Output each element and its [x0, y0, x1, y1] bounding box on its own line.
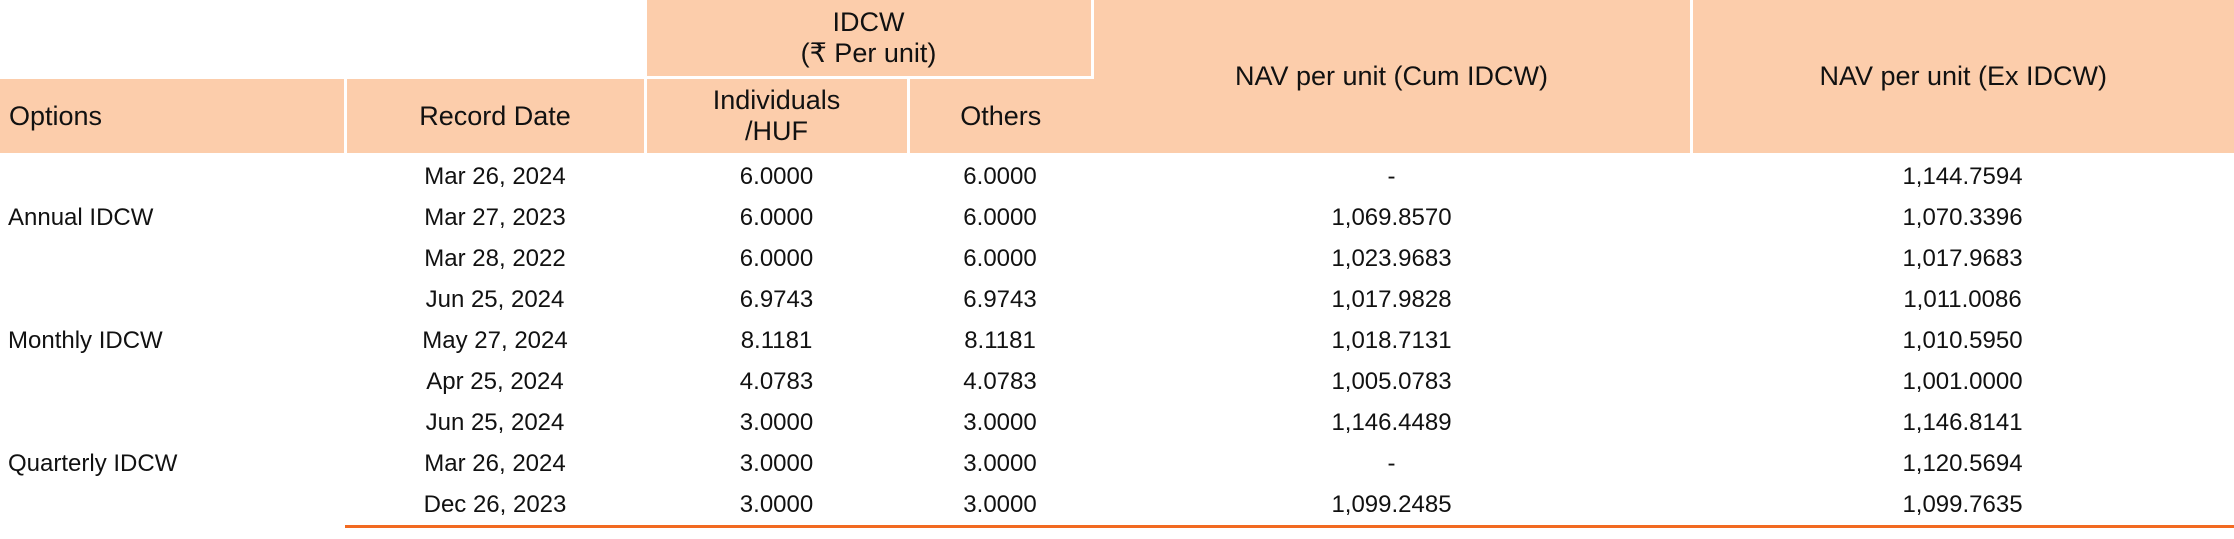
record-date-cell: May 27, 2024	[422, 326, 568, 354]
individuals-header: Individuals /HUF	[645, 77, 910, 156]
others-cell: 8.1181	[964, 326, 1036, 354]
table-row: May 27, 2024 8.1181 8.1181 1,018.7131 1,…	[0, 320, 2234, 361]
individuals-cell: 3.0000	[739, 449, 814, 477]
options-header: Options	[0, 77, 347, 156]
others-cell: 6.0000	[963, 162, 1037, 190]
nav-ex-cell: 1,099.7635	[1691, 484, 2234, 528]
nav-ex-cell: 1,017.9683	[1902, 244, 2023, 272]
option-label: Monthly IDCW	[8, 326, 163, 354]
nav-cum-cell: 1,005.0783	[1331, 367, 1452, 395]
record-date-header: Record Date	[345, 77, 647, 156]
record-date-cell: Mar 26, 2024	[424, 162, 566, 190]
others-cell: 6.0000	[963, 203, 1037, 231]
individuals-cell: 6.0000	[739, 244, 814, 272]
nav-cum-header: NAV per unit (Cum IDCW)	[1092, 0, 1693, 156]
idcw-group-title: IDCW	[832, 7, 905, 37]
option-label: Quarterly IDCW	[8, 450, 178, 478]
table-row: Monthly IDCW Jun 25, 2024 6.9743 6.9743 …	[0, 279, 2234, 354]
individuals-cell: 6.0000	[739, 203, 814, 231]
idcw-history-table: IDCW (₹ Per unit) NAV per unit (Cum IDCW…	[0, 0, 2234, 528]
individuals-header-line1: Individuals	[712, 85, 841, 115]
individuals-cell: 8.1181	[740, 326, 813, 354]
nav-cum-cell: -	[1387, 449, 1396, 477]
others-cell: 4.0783	[963, 367, 1037, 395]
nav-cum-cell: 1,099.2485	[1092, 484, 1691, 528]
others-cell: 3.0000	[963, 449, 1037, 477]
nav-ex-cell: 1,120.5694	[1902, 449, 2023, 477]
record-date-cell: Mar 26, 2024	[424, 449, 566, 477]
record-date-cell: Dec 26, 2023	[345, 484, 645, 528]
record-date-cell: Apr 25, 2024	[426, 367, 564, 395]
nav-ex-cell: 1,146.8141	[1902, 408, 2023, 436]
record-date-cell: Mar 28, 2022	[424, 244, 566, 272]
table-body: Annual IDCW Mar 26, 2024 6.0000 6.0000 -…	[0, 155, 2234, 528]
others-header: Others	[908, 77, 1092, 156]
record-date-cell: Jun 25, 2024	[425, 408, 565, 436]
others-cell: 6.9743	[963, 285, 1037, 313]
table-row: Apr 25, 2024 4.0783 4.0783 1,005.0783 1,…	[0, 361, 2234, 402]
individuals-cell: 3.0000	[645, 484, 908, 528]
table-row: Annual IDCW Mar 26, 2024 6.0000 6.0000 -…	[0, 155, 2234, 231]
record-date-cell: Mar 27, 2023	[424, 203, 566, 231]
nav-cum-cell: 1,146.4489	[1331, 408, 1452, 436]
others-cell: 3.0000	[908, 484, 1092, 528]
option-label: Annual IDCW	[8, 203, 154, 231]
individuals-header-line2: /HUF	[745, 116, 808, 146]
nav-ex-cell: 1,144.7594	[1902, 162, 2023, 190]
nav-ex-cell: 1,001.0000	[1902, 367, 2023, 395]
nav-ex-cell: 1,070.3396	[1902, 203, 2023, 231]
record-date-cell: Jun 25, 2024	[425, 285, 565, 313]
nav-cum-cell: 1,017.9828	[1331, 285, 1452, 313]
idcw-group-header: IDCW (₹ Per unit)	[645, 0, 1094, 79]
individuals-cell: 6.9743	[739, 285, 814, 313]
nav-ex-cell: 1,010.5950	[1902, 326, 2023, 354]
nav-cum-cell: 1,018.7131	[1331, 326, 1452, 354]
table-header: IDCW (₹ Per unit) NAV per unit (Cum IDCW…	[0, 0, 2234, 156]
nav-ex-cell: 1,011.0086	[1903, 285, 2022, 313]
header-row-bottom: Options Record Date Individuals /HUF Oth…	[0, 77, 2234, 156]
idcw-group-subtitle: (₹ Per unit)	[800, 38, 937, 68]
table-row: Mar 26, 2024 3.0000 3.0000 - 1,120.5694	[0, 443, 2234, 484]
header-blank-cell	[0, 0, 647, 79]
table-row: Dec 26, 2023 3.0000 3.0000 1,099.2485 1,…	[0, 484, 2234, 528]
nav-ex-header: NAV per unit (Ex IDCW)	[1691, 0, 2234, 156]
header-row-top: IDCW (₹ Per unit) NAV per unit (Cum IDCW…	[0, 0, 2234, 156]
individuals-cell: 6.0000	[739, 162, 814, 190]
others-cell: 6.0000	[963, 244, 1037, 272]
individuals-cell: 4.0783	[739, 367, 814, 395]
table-row: Mar 28, 2022 6.0000 6.0000 1,023.9683 1,…	[0, 238, 2234, 279]
nav-cum-cell: -	[1387, 162, 1396, 190]
others-cell: 3.0000	[963, 408, 1037, 436]
table-row: Quarterly IDCW Jun 25, 2024 3.0000 3.000…	[0, 402, 2234, 478]
nav-cum-cell: 1,023.9683	[1331, 244, 1452, 272]
nav-cum-cell: 1,069.8570	[1331, 203, 1452, 231]
individuals-cell: 3.0000	[739, 408, 814, 436]
table-row: Mar 27, 2023 6.0000 6.0000 1,069.8570 1,…	[0, 197, 2234, 238]
